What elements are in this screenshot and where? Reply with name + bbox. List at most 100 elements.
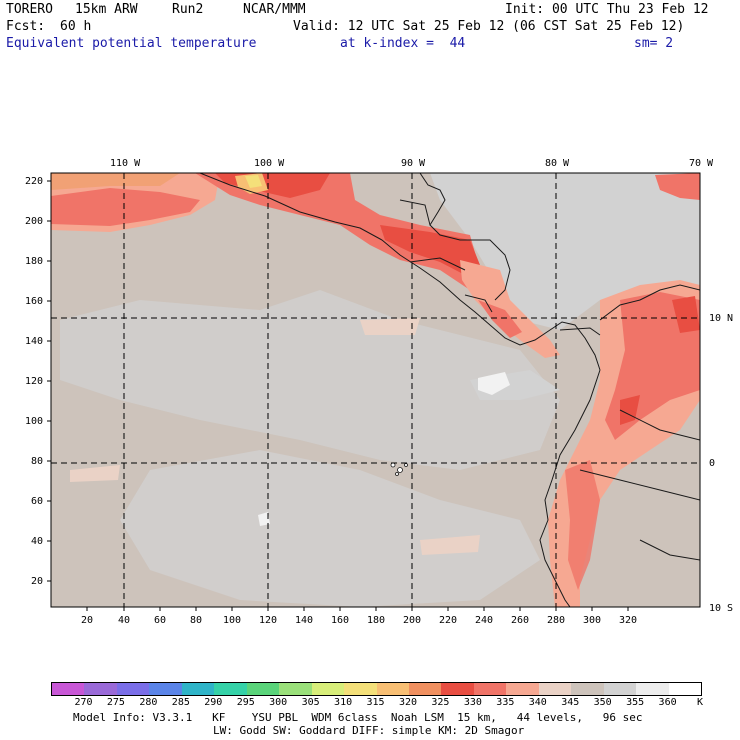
lon-label: 110 W: [110, 158, 141, 169]
y-tick-label: 100: [25, 416, 44, 427]
x-tick-label: 240: [475, 615, 494, 626]
colorbar-level-label: 270: [74, 697, 93, 708]
warm-core: [245, 175, 262, 188]
pale-patch: [420, 535, 480, 555]
colorbar-level-label: 295: [236, 697, 255, 708]
colorbar-level-label: 285: [171, 697, 190, 708]
y-tick-label: 180: [25, 256, 44, 267]
colorbar-level-label: 335: [496, 697, 515, 708]
forecast-label: Fcst:: [6, 19, 46, 34]
colorbar-cell: [246, 683, 280, 695]
pale-patch: [70, 465, 120, 482]
y-tick-label: 200: [25, 216, 44, 227]
colorbar-cell: [84, 683, 117, 695]
y-tick-label: 80: [31, 456, 44, 467]
border-line: [559, 327, 601, 336]
colorbar: [51, 682, 702, 696]
valid-time: Valid: 12 UTC Sat 25 Feb 12 (06 CST Sat …: [293, 19, 685, 34]
x-tick-label: 280: [547, 615, 566, 626]
warm-patch: [655, 173, 700, 200]
colorbar-level-label: 275: [106, 697, 125, 708]
x-tick-label: 160: [331, 615, 350, 626]
x-tick-label: 100: [223, 615, 242, 626]
colorbar-level-label: 360: [658, 697, 677, 708]
colorbar-cell: [506, 683, 539, 695]
agency-label: NCAR/MMM: [243, 2, 306, 17]
colorbar-cell: [441, 683, 474, 695]
level-label: at k-index = 44: [340, 36, 466, 51]
colorbar-cell: [473, 683, 507, 695]
colorbar-cell: [181, 683, 215, 695]
lat-lon-grid: [51, 173, 700, 607]
field-name: Equivalent potential temperature: [6, 36, 257, 51]
forecast-hours: 60 h: [60, 19, 92, 34]
colorbar-level-label: 350: [593, 697, 612, 708]
lon-label: 70 W: [689, 158, 714, 169]
y-tick-label: 120: [25, 376, 44, 387]
y-tick-label: 220: [25, 176, 44, 187]
run-label: Run2: [172, 2, 204, 17]
y-tick-label: 40: [31, 536, 44, 547]
colorbar-cell: [214, 683, 247, 695]
y-tick-label: 140: [25, 336, 44, 347]
init-time: Init: 00 UTC Thu 23 Feb 12: [505, 2, 709, 17]
border-line: [619, 409, 700, 441]
colorbar-cell: [668, 683, 702, 695]
warm-isthmus: [460, 260, 560, 358]
x-tick-label: 320: [619, 615, 638, 626]
colorbar-cell: [603, 683, 637, 695]
colorbar-cell: [311, 683, 345, 695]
colorbar-cell: [538, 683, 572, 695]
y-tick-label: 60: [31, 496, 44, 507]
south-america-coast: [539, 369, 601, 607]
colorbar-cell: [571, 683, 604, 695]
mexico-coast: [199, 173, 601, 371]
x-tick-label: 140: [295, 615, 314, 626]
colorbar-cell: [52, 683, 85, 695]
pale-patch: [360, 318, 420, 335]
lon-label: 90 W: [401, 158, 426, 169]
warm-coast: [380, 225, 480, 275]
grey-patch: [60, 290, 560, 470]
y-tick-label: 20: [31, 576, 44, 587]
colorbar-unit: K: [697, 697, 704, 708]
venezuela-coast: [599, 284, 700, 321]
colorbar-level-label: 290: [204, 697, 223, 708]
model-info: Model Info: V3.3.1 KF YSU PBL WDM 6class…: [73, 711, 643, 724]
colorbar-cell: [376, 683, 409, 695]
lon-label: 80 W: [545, 158, 570, 169]
lon-label: 100 W: [254, 158, 285, 169]
warm-patch: [672, 296, 700, 333]
y-tick-label: 160: [25, 296, 44, 307]
colorbar-cell: [636, 683, 669, 695]
border-line: [464, 294, 493, 313]
physics-info: LW: Godd SW: Goddard DIFF: simple KM: 2D…: [213, 724, 525, 737]
colorbar-level-label: 310: [334, 697, 353, 708]
smoothing-label: sm= 2: [634, 36, 674, 51]
border-line: [639, 539, 700, 561]
galapagos-islands: [390, 462, 408, 476]
model-name: TORERO: [6, 2, 53, 17]
colorbar-level-label: 325: [431, 697, 450, 708]
colorbar-level-label: 355: [626, 697, 645, 708]
left-ticks: [47, 180, 51, 582]
white-patch: [478, 372, 510, 395]
colorbar-level-label: 315: [366, 697, 385, 708]
x-tick-label: 20: [81, 615, 94, 626]
lat-label: 10 S: [709, 603, 734, 614]
warm-plume: [51, 188, 200, 226]
warm-isthmus: [478, 300, 522, 338]
colorbar-cell: [149, 683, 182, 695]
coastlines: [199, 173, 700, 607]
warm-andes: [565, 460, 600, 590]
colorbar-level-label: 305: [301, 697, 320, 708]
border-line: [399, 199, 431, 226]
colorbar-level-label: 300: [269, 697, 288, 708]
x-tick-label: 260: [511, 615, 530, 626]
white-patch: [258, 512, 270, 526]
colorbar-cell: [279, 683, 312, 695]
grey-patch: [120, 450, 540, 607]
colorbar-cell: [408, 683, 442, 695]
colorbar-level-label: 345: [561, 697, 580, 708]
